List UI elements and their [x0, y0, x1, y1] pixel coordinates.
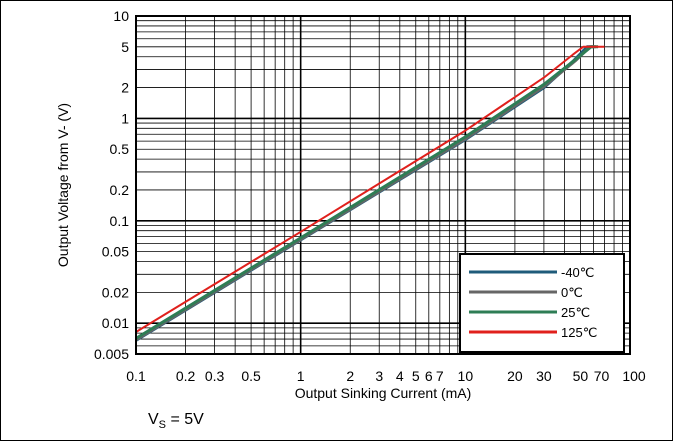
plot-border — [135, 15, 631, 355]
condition-subscript: S — [158, 419, 167, 432]
legend-box — [459, 253, 625, 353]
x-tick-label: 0.2 — [176, 368, 196, 384]
y-tick-label: 5 — [121, 39, 129, 55]
y-tick-label: 0.01 — [102, 315, 129, 331]
y-axis-label: Output Voltage from V- (V) — [55, 103, 71, 267]
x-tick-label: 0.3 — [205, 368, 225, 384]
x-tick-label: 3 — [375, 368, 383, 384]
x-tick-label: 6 — [425, 368, 433, 384]
x-tick-label: 2 — [346, 368, 354, 384]
y-tick-label: 0.05 — [102, 244, 129, 260]
y-tick-labels: 0.005 0.01 0.02 0.05 0.1 0.2 0.5 1 2 5 10 — [94, 8, 129, 362]
x-tick-label: 30 — [536, 368, 552, 384]
legend-label: 25℃ — [561, 305, 590, 320]
y-tick-label: 1 — [121, 110, 129, 126]
x-tick-label: 10 — [458, 368, 474, 384]
x-tick-label: 50 — [573, 368, 589, 384]
y-tick-label: 0.02 — [102, 284, 129, 300]
x-tick-label: 5 — [412, 368, 420, 384]
x-tick-label: 1 — [297, 368, 305, 384]
legend-label: 0℃ — [561, 285, 583, 300]
x-tick-label: 0.1 — [126, 368, 146, 384]
x-tick-label: 0.5 — [241, 368, 261, 384]
legend: -40℃ 0℃ 25℃ 125℃ — [459, 253, 625, 353]
y-tick-label: 0.5 — [110, 141, 130, 157]
series-layer — [135, 45, 605, 342]
y-tick-label: 10 — [113, 8, 129, 24]
condition-symbol: V — [148, 411, 159, 428]
x-tick-label: 7 — [436, 368, 444, 384]
test-condition: VS = 5V — [148, 411, 204, 431]
legend-label: 125℃ — [561, 325, 597, 340]
x-tick-label: 100 — [622, 368, 646, 384]
y-tick-label: 0.2 — [110, 182, 130, 198]
x-tick-labels: 0.1 0.2 0.3 0.5 1 2 3 4 5 6 7 10 20 30 50 70 100 — [126, 368, 646, 384]
y-tick-label: 2 — [121, 80, 129, 96]
series-line-4 — [135, 45, 605, 333]
x-tick-label: 4 — [396, 368, 404, 384]
legend-label: -40℃ — [561, 265, 594, 280]
y-tick-label: 0.005 — [94, 346, 129, 362]
y-tick-label: 0.1 — [110, 213, 130, 229]
x-tick-label: 70 — [594, 368, 610, 384]
condition-text: = 5V — [166, 411, 204, 428]
x-tick-label: 20 — [507, 368, 523, 384]
x-axis-label: Output Sinking Current (mA) — [295, 385, 472, 401]
